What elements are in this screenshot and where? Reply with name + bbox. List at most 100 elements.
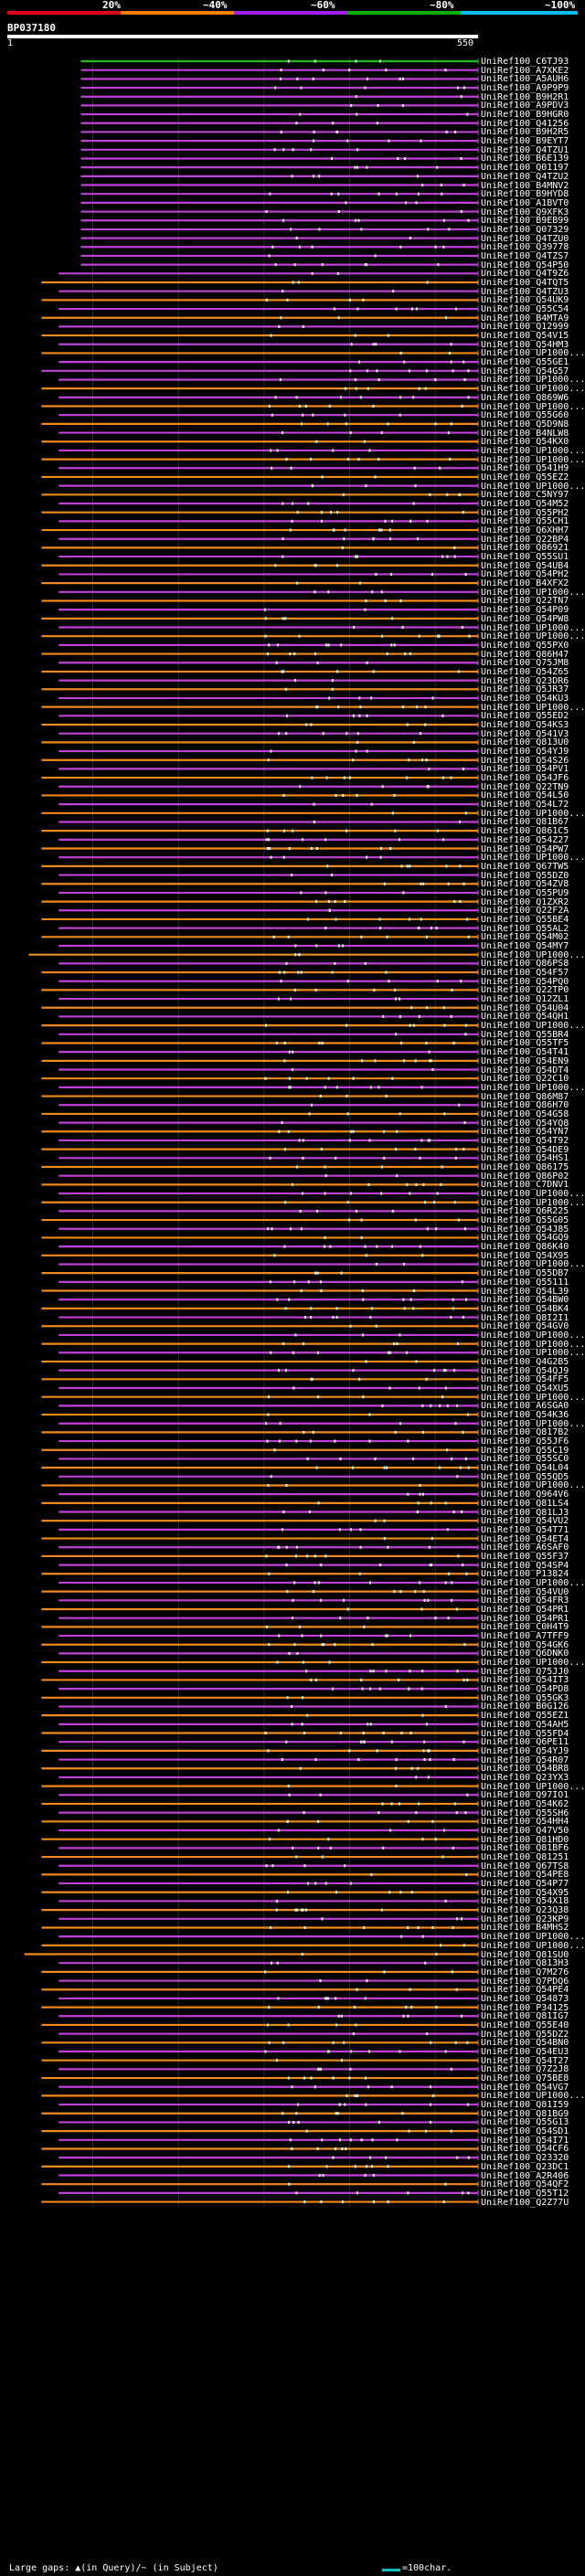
hit-label[interactable]: UniRef100_Q23Q38 — [481, 1905, 569, 1916]
hit-label[interactable]: UniRef100_Q54Z27 — [481, 834, 569, 845]
hit-label[interactable]: UniRef100_UP1000... — [481, 702, 583, 713]
hit-label[interactable]: UniRef100_Q55DZ0 — [481, 870, 569, 881]
hit-label[interactable]: UniRef100_Q81LS4 — [481, 1498, 569, 1509]
hit-label[interactable]: UniRef100_Q07329 — [481, 224, 569, 235]
hit-label[interactable]: UniRef100_Q12999 — [481, 322, 569, 333]
hit-label[interactable]: UniRef100_B9HYD8 — [481, 189, 569, 200]
hit-label[interactable]: UniRef100_Q86M87 — [481, 1091, 569, 1102]
hit-label[interactable]: UniRef100_Q4TZU2 — [481, 171, 569, 182]
hit-label[interactable]: UniRef100_Q7M276 — [481, 1966, 569, 1977]
hit-label[interactable]: UniRef100_Q541H9 — [481, 463, 569, 474]
hit-label[interactable]: UniRef100_Q861C5 — [481, 826, 569, 837]
hit-label[interactable]: UniRef100_UP1000... — [481, 454, 583, 465]
hit-label[interactable]: UniRef100_Q23DR6 — [481, 675, 569, 686]
hit-label[interactable]: UniRef100_Q55T12 — [481, 2188, 569, 2199]
hit-label[interactable]: UniRef100_Q55BR4 — [481, 1029, 569, 1040]
hit-label[interactable]: UniRef100_Q54S26 — [481, 755, 569, 766]
hit-label[interactable]: UniRef100_Q55G05 — [481, 1215, 569, 1226]
hit-label[interactable]: UniRef100_Q6R225 — [481, 1206, 569, 1217]
hit-label[interactable]: UniRef100_Q86921 — [481, 543, 569, 554]
hit-label[interactable]: UniRef100_Q81B67 — [481, 817, 569, 828]
hit-label[interactable]: UniRef100_B9EB99 — [481, 216, 569, 227]
hit-label[interactable]: UniRef100_Q22TN7 — [481, 596, 569, 607]
hit-label[interactable]: UniRef100_Q55TF5 — [481, 1038, 569, 1049]
hit-label[interactable]: UniRef100_Q54X95 — [481, 1250, 569, 1261]
hit-label[interactable]: UniRef100_Q54X18 — [481, 1896, 569, 1907]
hit-label[interactable]: UniRef100_Q23320 — [481, 2153, 569, 2164]
hit-label[interactable]: UniRef100_UP1000... — [481, 1021, 583, 1032]
hit-label[interactable]: UniRef100_Q54QH1 — [481, 1012, 569, 1023]
hit-label[interactable]: UniRef100_Q54YQ8 — [481, 1118, 569, 1129]
hit-label[interactable]: UniRef100_B4XFX2 — [481, 578, 569, 589]
hit-label[interactable]: UniRef100_Q54P09 — [481, 605, 569, 616]
hit-label[interactable]: UniRef100_B9H2R5 — [481, 127, 569, 138]
hit-label[interactable]: UniRef100_Q54L04 — [481, 1463, 569, 1474]
hit-label[interactable]: UniRef100_A6SAF0 — [481, 1542, 569, 1553]
hit-label[interactable]: UniRef100_Q23DC1 — [481, 2161, 569, 2172]
hit-label[interactable]: UniRef100_Q54VG7 — [481, 2082, 569, 2093]
hit-label[interactable]: UniRef100_Q54L50 — [481, 790, 569, 801]
hit-label[interactable]: UniRef100_UP1000... — [481, 587, 583, 598]
hit-label[interactable]: UniRef100_A1BVT0 — [481, 197, 569, 208]
hit-label[interactable]: UniRef100_Q86P02 — [481, 1171, 569, 1182]
hit-label[interactable]: UniRef100_Q81BF6 — [481, 1843, 569, 1854]
hit-label[interactable]: UniRef100_Q5D9N8 — [481, 419, 569, 429]
hit-label[interactable]: UniRef100_Q817B2 — [481, 1427, 569, 1438]
hit-label[interactable]: UniRef100_Q7PDQ6 — [481, 1976, 569, 1987]
hit-label[interactable]: UniRef100_Q55E40 — [481, 2019, 569, 2030]
hit-label[interactable]: UniRef100_Q81BG9 — [481, 2108, 569, 2119]
hit-label[interactable]: UniRef100_Q54GK6 — [481, 1639, 569, 1650]
hit-label[interactable]: UniRef100_Q4G2B5 — [481, 1356, 569, 1367]
hit-label[interactable]: UniRef100_UP1000... — [481, 1330, 583, 1341]
hit-label[interactable]: UniRef100_Q869W6 — [481, 392, 569, 403]
hit-label[interactable]: UniRef100_Q813U0 — [481, 737, 569, 748]
hit-label[interactable]: UniRef100_UP1000... — [481, 1339, 583, 1350]
hit-label[interactable]: UniRef100_UP1000... — [481, 1940, 583, 1951]
hit-label[interactable]: UniRef100_Q55BE4 — [481, 914, 569, 925]
hit-label[interactable]: UniRef100_Q81SU0 — [481, 1949, 569, 1960]
hit-label[interactable]: UniRef100_Q55111 — [481, 1277, 569, 1288]
hit-label[interactable]: UniRef100_Q9XFK3 — [481, 207, 569, 217]
hit-label[interactable]: UniRef100_UP1000... — [481, 375, 583, 386]
hit-label[interactable]: UniRef100_Q54EU3 — [481, 2047, 569, 2057]
hit-label[interactable]: UniRef100_A6SGA0 — [481, 1401, 569, 1412]
hit-label[interactable]: UniRef100_UP1000... — [481, 853, 583, 864]
hit-label[interactable]: UniRef100_Q55QD5 — [481, 1471, 569, 1482]
hit-label[interactable]: UniRef100_Q55FD4 — [481, 1728, 569, 1739]
hit-label[interactable]: UniRef100_Q54YJ9 — [481, 747, 569, 758]
hit-label[interactable]: UniRef100_Q54P77 — [481, 1879, 569, 1890]
hit-label[interactable]: UniRef100_Q55SH6 — [481, 1807, 569, 1818]
hit-label[interactable]: UniRef100_B4MHS2 — [481, 1923, 569, 1934]
hit-label[interactable]: UniRef100_A9P9P9 — [481, 83, 569, 94]
hit-label[interactable]: UniRef100_Q67TW5 — [481, 861, 569, 872]
hit-label[interactable]: UniRef100_C6TJ93 — [481, 57, 569, 67]
hit-label[interactable]: UniRef100_Q22C10 — [481, 1074, 569, 1085]
hit-label[interactable]: UniRef100_UP1000... — [481, 2091, 583, 2102]
hit-label[interactable]: UniRef100_Q55AL2 — [481, 923, 569, 934]
hit-label[interactable]: UniRef100_Q55ED2 — [481, 711, 569, 722]
hit-label[interactable]: UniRef100_Q81HD0 — [481, 1834, 569, 1845]
hit-label[interactable]: UniRef100_Q54KS3 — [481, 720, 569, 730]
hit-label[interactable]: UniRef100_Q54P50 — [481, 260, 569, 270]
hit-label[interactable]: UniRef100_Q54QJ9 — [481, 1365, 569, 1376]
hit-label[interactable]: UniRef100_Q54BW0 — [481, 1295, 569, 1306]
hit-label[interactable]: UniRef100_Q75JM8 — [481, 658, 569, 669]
hit-label[interactable]: UniRef100_Q54BK4 — [481, 1303, 569, 1314]
hit-label[interactable]: UniRef100_UP1000... — [481, 949, 583, 960]
hit-label[interactable]: UniRef100_Q54BN0 — [481, 2038, 569, 2049]
hit-label[interactable]: UniRef100_Q54VU0 — [481, 1586, 569, 1597]
hit-label[interactable]: UniRef100_Q54L39 — [481, 1286, 569, 1297]
hit-label[interactable]: UniRef100_Q54PR1 — [481, 1613, 569, 1624]
hit-label[interactable]: UniRef100_Q81IG7 — [481, 2011, 569, 2022]
hit-label[interactable]: UniRef100_Q54ET4 — [481, 1533, 569, 1544]
hit-label[interactable]: UniRef100_Q54HS1 — [481, 1153, 569, 1164]
hit-label[interactable]: UniRef100_Q55CH1 — [481, 516, 569, 527]
hit-label[interactable]: UniRef100_Q1ZXR2 — [481, 896, 569, 907]
hit-label[interactable]: UniRef100_Q5JR37 — [481, 684, 569, 695]
hit-label[interactable]: UniRef100_Q54UK9 — [481, 295, 569, 306]
hit-label[interactable]: UniRef100_Q54YN7 — [481, 1127, 569, 1138]
hit-label[interactable]: UniRef100_UP1000... — [481, 1658, 583, 1669]
hit-label[interactable]: UniRef100_Q54PR1 — [481, 1605, 569, 1615]
hit-label[interactable]: UniRef100_Q54PW7 — [481, 843, 569, 854]
hit-label[interactable]: UniRef100_Q4TZU1 — [481, 144, 569, 155]
